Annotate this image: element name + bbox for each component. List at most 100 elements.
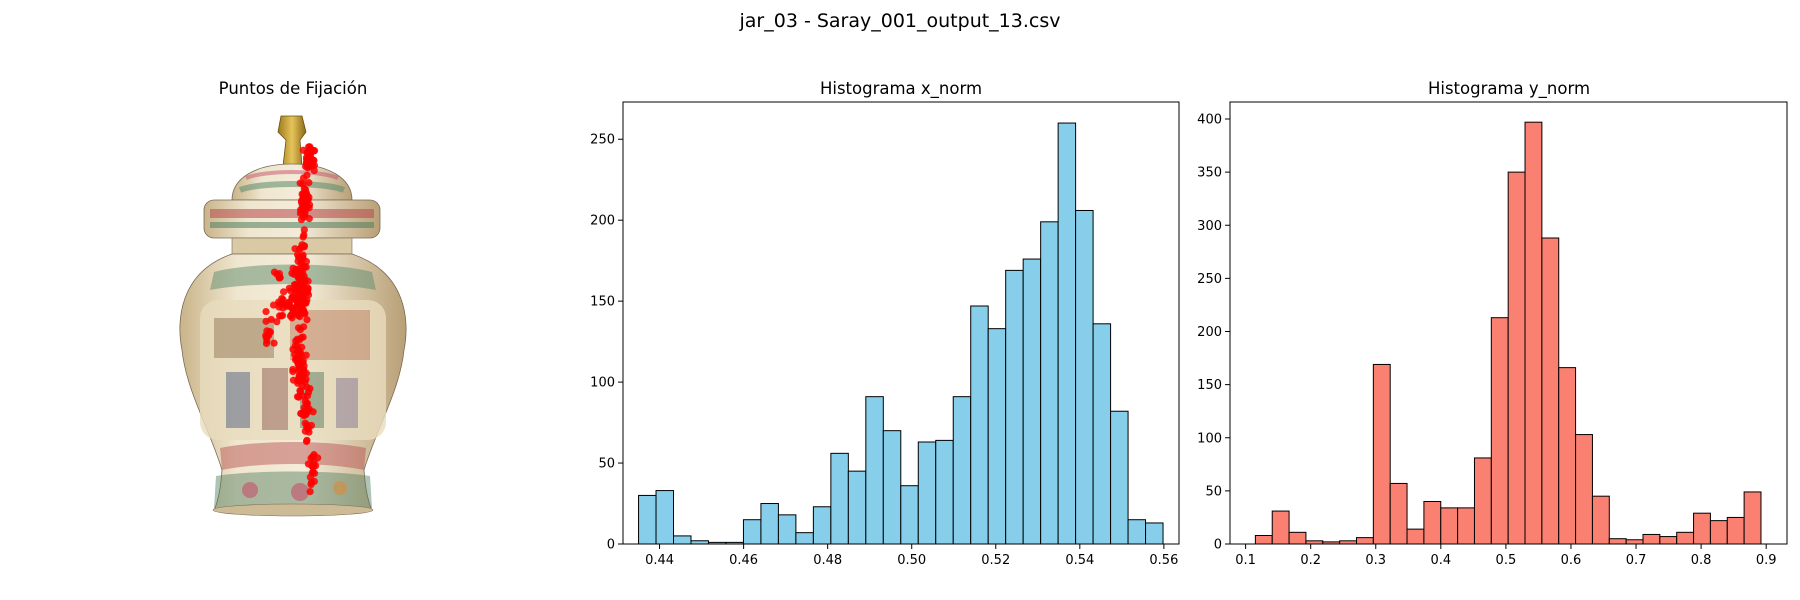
x-histogram-bar [847,470,867,545]
y-histogram-bar [1693,512,1711,545]
y-histogram-x-tick-label: 0.6 [1561,553,1582,568]
y-histogram-x-tick-label: 0.9 [1756,553,1777,568]
y-histogram-x-tick-label: 0.3 [1365,553,1386,568]
fixation-point [302,159,310,168]
y-histogram-bar [1726,516,1745,545]
x-histogram-bar [1127,519,1147,545]
x-histogram-x-tick-label: 0.52 [981,553,1010,568]
x-histogram-title: Histograma x_norm [820,79,982,99]
fixation-point [273,318,281,326]
y-histogram-bar [1608,538,1627,545]
y-histogram-bar [1389,482,1408,545]
x-histogram-bar [987,328,1007,545]
x-histogram-y-tick-label: 250 [590,133,615,148]
jar-image [179,115,407,517]
x-histogram-bar [655,490,675,545]
fixation-point [262,317,270,325]
fixation-point [294,251,302,259]
y-histogram-frame [1229,101,1788,545]
y-histogram-bar [1591,495,1610,545]
fixation-point [309,461,318,469]
fixation-points [262,143,322,496]
y-histogram-y-tick-label: 200 [1197,325,1222,340]
fixation-point [301,278,309,286]
fixation-point [314,454,322,462]
x-histogram-bar [900,485,919,545]
figure-suptitle: jar_03 - Saray_001_output_13.csv [739,10,1061,32]
fixation-point [287,311,296,319]
fixation-point [269,301,278,309]
x-histogram-bar [760,503,779,545]
y-histogram-x-tick-label: 0.2 [1300,553,1321,568]
x-histogram-bar [795,532,814,545]
fixation-point [306,151,314,160]
y-histogram-bar [1507,171,1526,545]
fixation-point [299,174,308,182]
y-histogram-bar [1355,537,1374,545]
x-histogram-bar [673,535,692,545]
fixation-point [291,350,299,359]
fixation-point [297,272,305,280]
fixation-point [304,285,312,293]
fixation-point [299,209,307,217]
y-histogram-y-tick-label: 50 [1205,484,1222,499]
x-histogram-bar [952,396,972,545]
x-histogram-bar [777,514,797,545]
fixation-point [308,469,317,477]
x-histogram-bar [935,439,954,545]
y-histogram-bar [1709,520,1728,545]
fixation-point [306,487,314,496]
x-histogram-x-tick-label: 0.56 [1149,553,1178,568]
y-histogram-bar [1271,510,1290,545]
y-histogram-x-axis: 0.1 0.2 0.3 0.4 0.5 0.6 0.7 0.8 0.9 [1235,544,1777,568]
x-histogram-frame [622,101,1180,545]
fixation-point [270,339,278,347]
fixation-point [293,302,301,310]
x-histogram-bar [638,494,657,545]
x-histogram-bar [1075,209,1094,545]
x-histogram-bar [1005,269,1024,545]
y-histogram-y-axis: 0 50 100 150 200 250 300 350 400 [1197,113,1230,553]
fixation-point [285,301,293,310]
x-histogram-x-tick-label: 0.46 [729,553,758,568]
fixation-point [297,260,305,268]
fixation-point [289,376,298,384]
fixation-point [276,273,284,282]
x-histogram-x-tick-label: 0.44 [645,553,674,568]
y-histogram-bar [1473,457,1492,545]
y-histogram-y-tick-label: 400 [1197,113,1222,128]
y-histogram-bar [1642,533,1661,545]
x-histogram-x-axis: 0.44 0.46 0.48 0.50 0.52 0.54 0.56 [645,544,1178,568]
fixation-point [263,333,271,341]
y-histogram-bar [1423,501,1442,545]
fixation-point [299,371,308,379]
y-histogram-bar [1406,528,1425,545]
x-histogram-bar [1057,122,1077,545]
fixation-point [309,160,317,168]
y-histogram-bar [1659,536,1678,545]
y-histogram-y-tick-label: 300 [1197,219,1222,234]
fixation-point [302,411,310,419]
x-histogram-x-tick-label: 0.50 [897,553,926,568]
y-histogram-title: Histograma y_norm [1428,79,1590,99]
fixation-panel: Puntos de Fijación [179,79,407,517]
y-histogram-x-tick-label: 0.8 [1691,553,1712,568]
y-histogram-bar [1625,539,1644,545]
y-histogram-bar [1490,317,1509,545]
x-histogram-bar [1022,258,1042,545]
y-histogram-bar [1440,507,1459,545]
x-histogram-bar [882,430,902,545]
x-histogram-bar [1092,323,1112,545]
x-histogram-bar [812,506,832,545]
fixation-point [291,245,299,253]
fixation-point [302,189,310,197]
y-histogram-bar [1457,507,1475,545]
fixation-point [262,307,270,316]
y-histogram-bar [1575,434,1593,545]
fixation-panel-title: Puntos de Fijación [219,79,368,98]
fixation-point [289,365,297,374]
x-histogram-bar [1145,522,1164,545]
fixation-point [303,196,311,204]
x-histogram-bars [638,122,1164,545]
